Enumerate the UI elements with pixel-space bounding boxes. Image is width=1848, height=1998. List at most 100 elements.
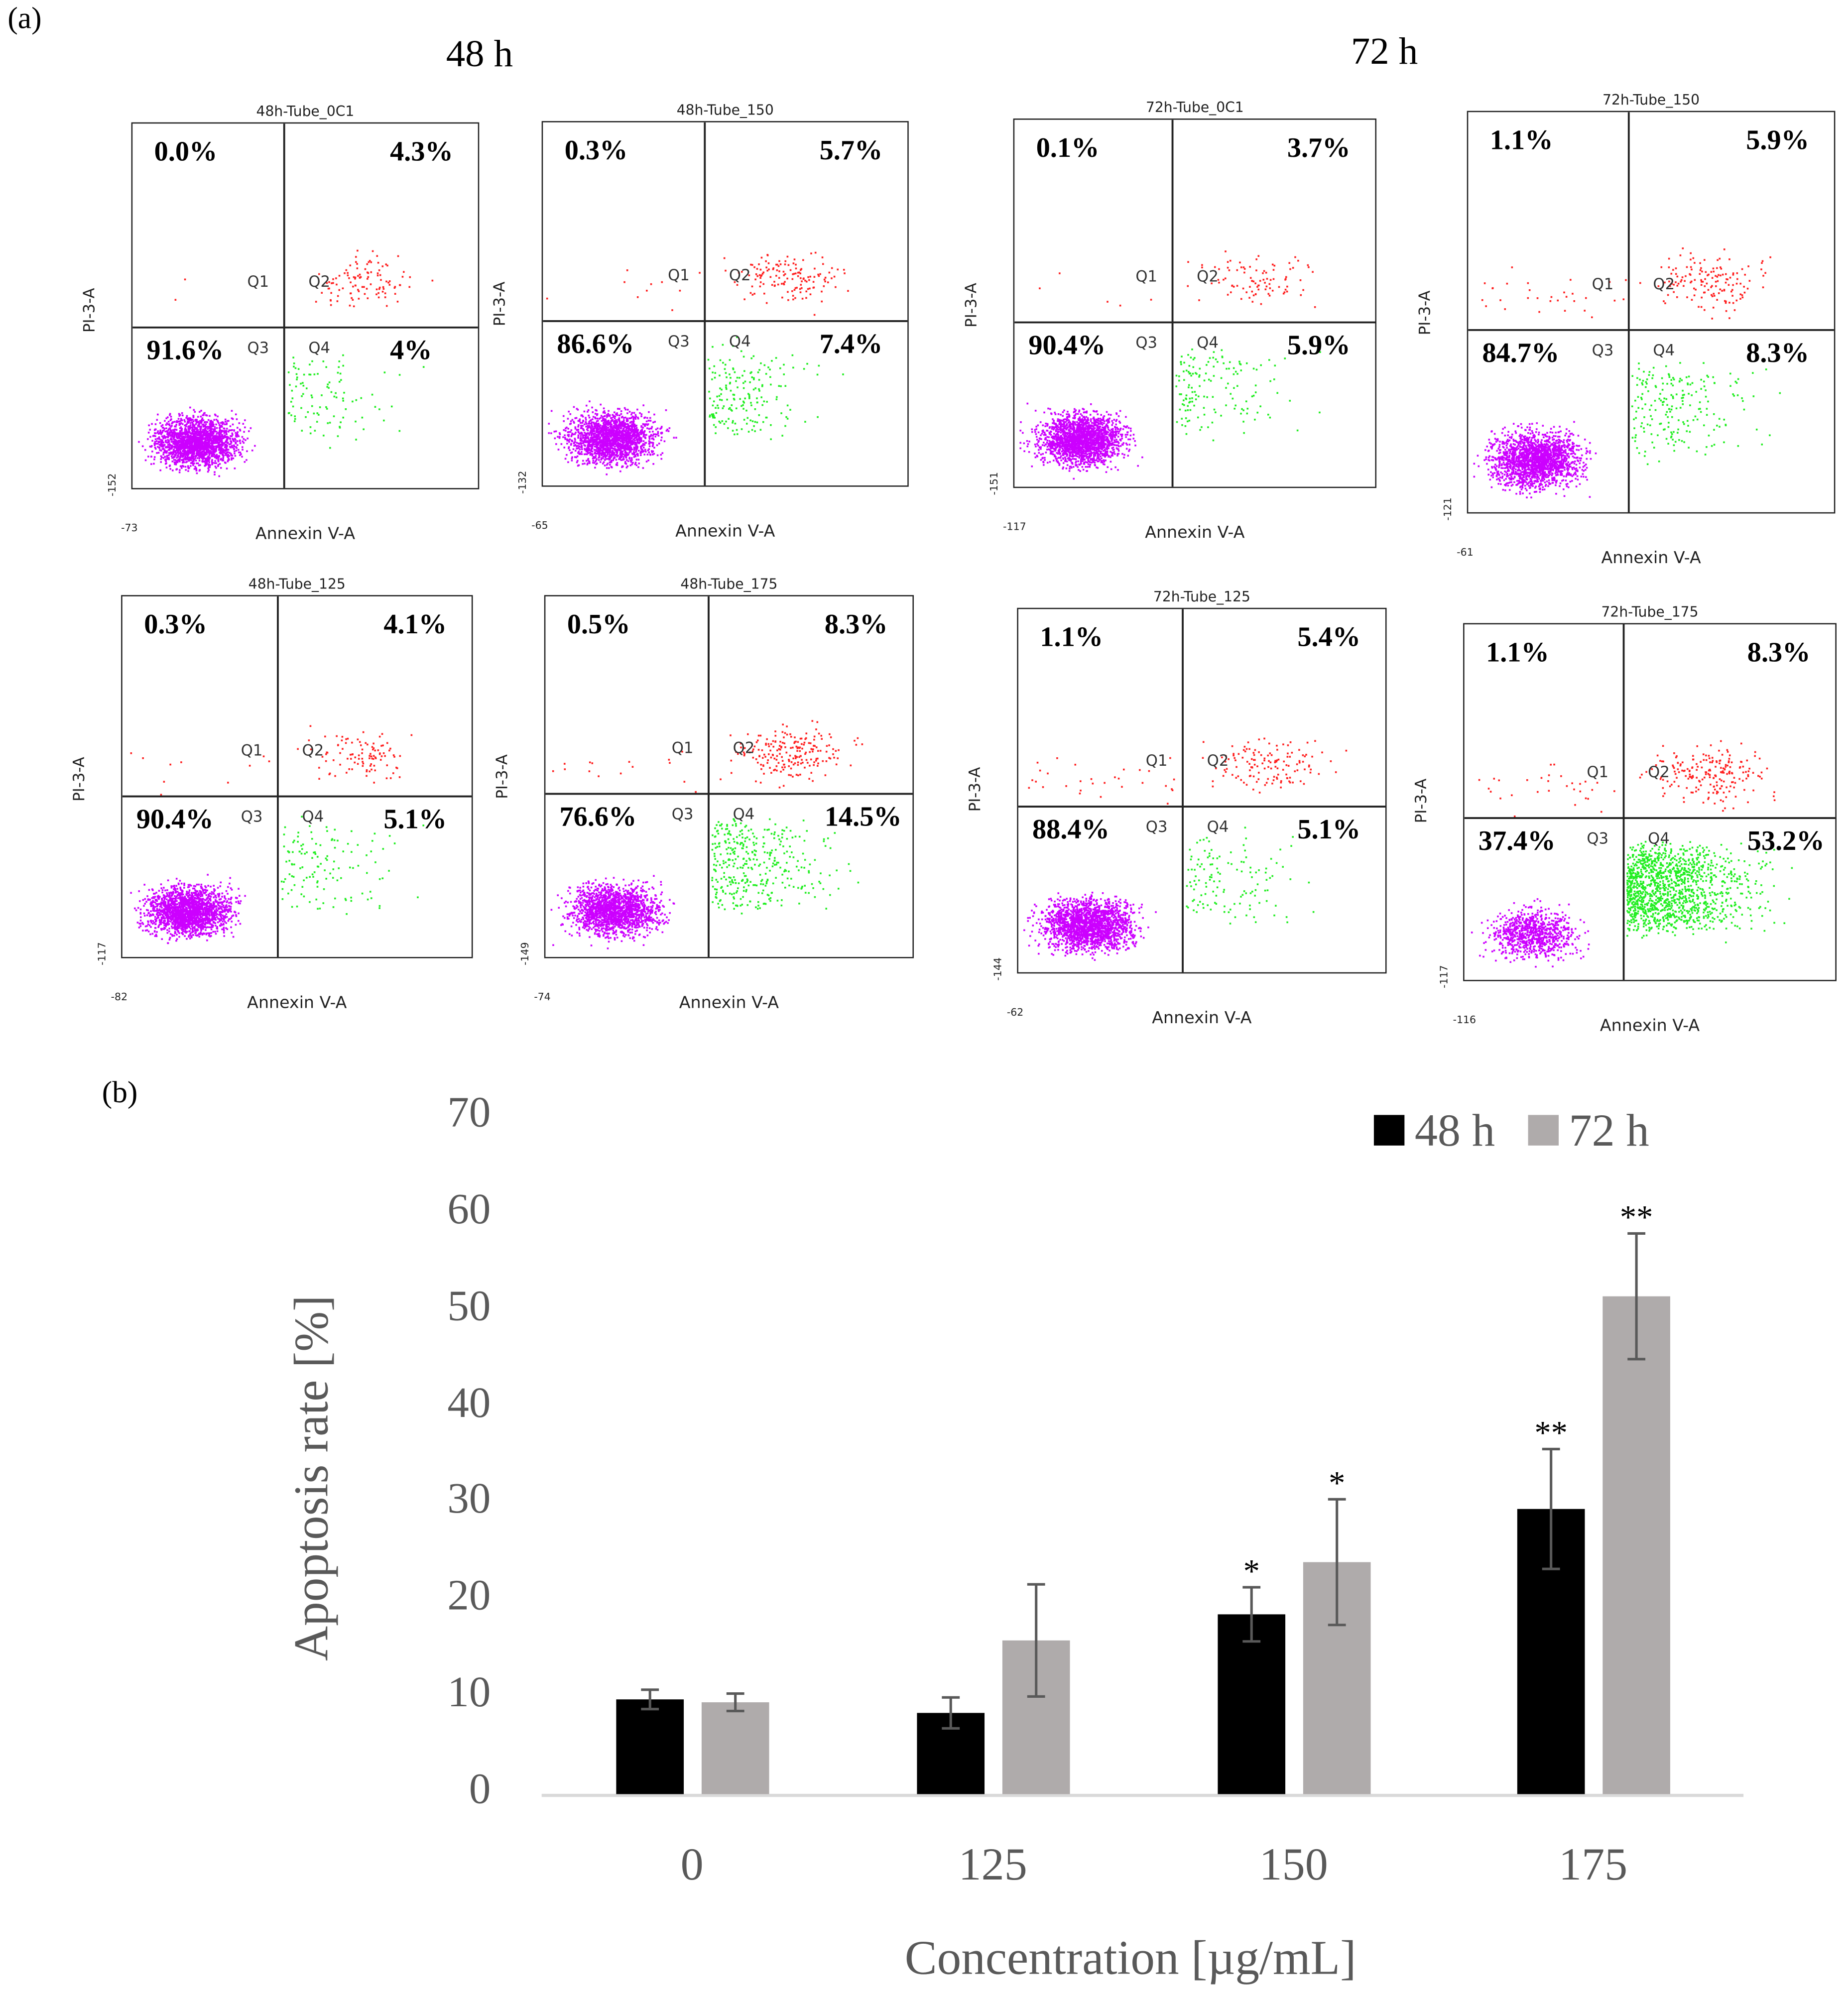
x-tick-label: 125 [958,1839,1027,1890]
quadrant-gates [122,596,472,957]
scatter-points [1014,119,1375,487]
column-header-72h: 72 h [1351,30,1418,73]
q3-percent: 90.4% [136,803,214,835]
plot-area [1463,623,1837,981]
scatter-cluster [1202,737,1348,794]
q1-label: Q1 [241,741,263,760]
scatter-cluster [1187,250,1316,308]
q4-label: Q4 [1653,341,1675,359]
q3-percent: 88.4% [1032,813,1109,845]
scatter-cluster [1019,402,1143,480]
panel-b-label: (b) [102,1076,138,1110]
q2-label: Q2 [1648,763,1670,781]
q3-label: Q3 [241,808,263,826]
scatter-cluster [1626,840,1793,943]
scatter-cluster [1639,247,1771,320]
q4-label: Q4 [308,339,331,357]
plot-title: 72h-Tube_150 [1602,92,1700,109]
q3-label: Q3 [1587,829,1609,847]
bar-48h-0 [616,1699,684,1794]
q4-percent: 5.9% [1287,329,1351,361]
plot-title: 72h-Tube_125 [1153,588,1250,605]
plot-title: 72h-Tube_175 [1601,604,1699,621]
scatter-cluster [707,336,844,440]
plot-area [1467,111,1836,514]
scatter-cluster [1481,266,1627,319]
x-min-label: -73 [121,522,138,534]
q2-label: Q2 [1207,751,1229,770]
x-tick-label: 150 [1259,1839,1328,1890]
q3-percent: 90.4% [1028,329,1106,361]
q1-percent: 0.5% [567,607,630,640]
q4-label: Q4 [1648,829,1670,847]
scatter-cluster [552,750,697,793]
x-axis-label: Annexin V-A [1600,1017,1700,1036]
q4-label: Q4 [1207,818,1229,836]
q4-label: Q4 [1197,334,1219,352]
plot-title: 48h-Tube_150 [676,102,774,119]
scatter-cluster [1039,272,1152,307]
quadrant-gates [1014,119,1375,487]
q2-percent: 3.7% [1287,131,1351,163]
plot-area [544,595,914,958]
q3-percent: 86.6% [557,327,634,359]
x-axis-label: Annexin V-A [247,994,347,1013]
scatter-cluster [138,406,256,477]
q1-percent: 1.1% [1486,636,1549,668]
q3-label: Q3 [1592,341,1614,359]
y-tick-label: 60 [447,1186,491,1234]
plot-area [131,122,480,489]
bar-72h-175 [1602,1296,1670,1794]
q2-label: Q2 [1653,275,1675,293]
q2-label: Q2 [302,741,324,760]
q3-percent: 37.4% [1478,824,1556,856]
plot-area [1017,607,1387,974]
y-tick-label: 40 [447,1379,491,1427]
q1-percent: 1.1% [1489,123,1553,156]
q2-percent: 5.4% [1297,620,1361,653]
x-min-label: -62 [1006,1006,1024,1018]
q1-percent: 0.1% [1036,131,1100,163]
scatter-cluster [1471,898,1590,968]
scatter-points [1468,112,1834,512]
scatter-points [1464,624,1836,980]
q3-percent: 91.6% [146,334,224,366]
error-bar [726,1692,744,1713]
x-min-label: -74 [534,991,551,1003]
scatter-cluster [1023,891,1157,961]
bar-48h-150 [1218,1614,1286,1794]
x-axis-label: Annexin V-A [1152,1009,1252,1029]
scatter-cluster [287,354,425,449]
q2-percent: 8.3% [1747,636,1811,668]
q1-label: Q1 [1145,751,1168,770]
x-tick-label: 175 [1559,1839,1628,1890]
q3-percent: 76.6% [559,800,637,832]
q4-percent: 7.4% [819,327,883,359]
scatter-cluster [1478,763,1615,818]
scatter-points [543,122,908,486]
plot-area [121,595,473,958]
error-bar [942,1696,960,1730]
q1-label: Q1 [1135,267,1158,286]
q4-label: Q4 [733,805,755,823]
q2-percent: 5.9% [1746,123,1809,156]
q4-percent: 4% [390,334,432,366]
q4-percent: 14.5% [824,800,902,832]
legend-swatch-48h [1373,1115,1405,1146]
plot-area [1013,118,1377,488]
error-bar [1027,1583,1045,1698]
significance-marker: * [1329,1465,1345,1502]
q2-percent: 5.7% [819,133,883,166]
y-axis-label: Apoptosis rate [%] [285,1295,339,1661]
scatter-cluster [1028,757,1175,805]
scatter-cluster [1186,826,1315,925]
x-axis-label: Concentration [µg/mL] [904,1931,1356,1986]
quadrant-gates [1018,609,1385,972]
quadrant-gates [132,123,478,488]
x-axis-label: Annexin V-A [1601,549,1701,569]
q4-percent: 5.1% [1297,813,1361,845]
q1-label: Q1 [668,266,690,284]
quadrant-gates [543,122,908,486]
x-axis-label: Annexin V-A [679,994,779,1013]
y-tick-label: 30 [447,1476,491,1524]
